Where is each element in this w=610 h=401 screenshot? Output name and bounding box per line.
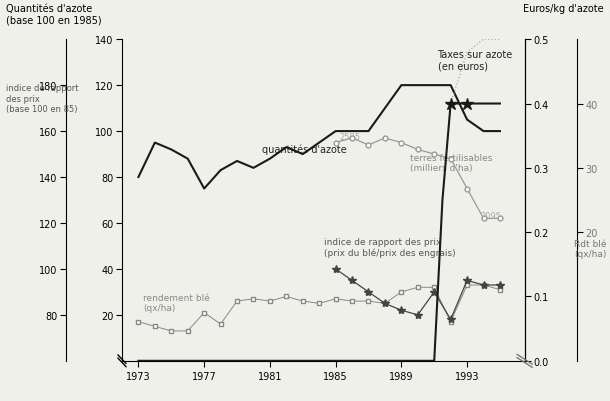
Text: Quantités d'azote
(base 100 en 1985): Quantités d'azote (base 100 en 1985) — [6, 4, 102, 26]
Text: indice de rapport
des prix
(base 100 en 85): indice de rapport des prix (base 100 en … — [6, 84, 79, 114]
Text: quantités d'azote: quantités d'azote — [262, 144, 346, 154]
Text: rendement blé
(qx/ha): rendement blé (qx/ha) — [143, 293, 210, 312]
Text: indice de rapport des prix
(prix du blé/prix des engrais): indice de rapport des prix (prix du blé/… — [324, 237, 456, 257]
Text: terres fertilisables
(milliers d'ha): terres fertilisables (milliers d'ha) — [409, 153, 492, 173]
Text: Taxes sur azote
(en euros): Taxes sur azote (en euros) — [437, 49, 513, 71]
Text: 2585: 2585 — [339, 133, 360, 142]
Text: Rdt blé
(qx/ha): Rdt blé (qx/ha) — [575, 239, 607, 258]
Text: 2095: 2095 — [480, 212, 501, 221]
Text: Euros/kg d'azote: Euros/kg d'azote — [523, 4, 604, 14]
